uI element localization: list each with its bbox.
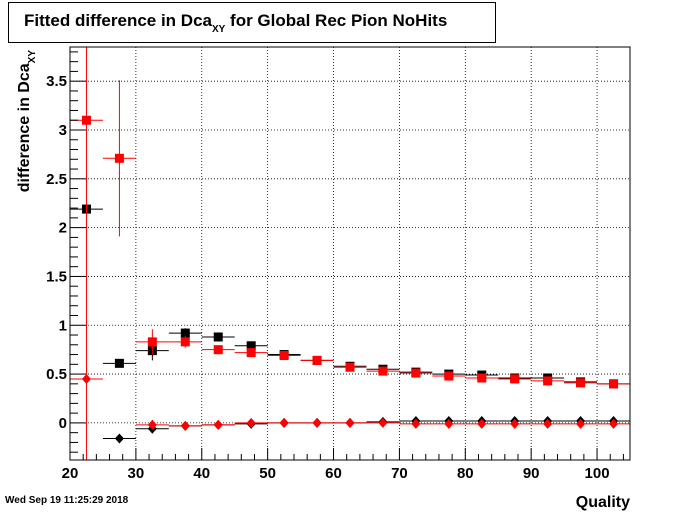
data-point-diamond bbox=[378, 417, 388, 428]
data-point-square bbox=[246, 348, 256, 358]
data-point-square bbox=[576, 378, 586, 388]
data-point-square bbox=[180, 337, 190, 347]
series-2 bbox=[102, 415, 630, 444]
x-axis-label: Quality bbox=[576, 494, 630, 511]
y-axis-label-subscript: XY bbox=[27, 50, 38, 64]
grid bbox=[70, 47, 630, 460]
y-tick-label: 2 bbox=[59, 220, 67, 237]
chart-title: Fitted difference in DcaXY for Global Re… bbox=[24, 11, 447, 35]
data-point-diamond bbox=[312, 417, 322, 428]
x-tick-label: 30 bbox=[128, 465, 145, 482]
data-point-diamond bbox=[246, 417, 256, 428]
timestamp: Wed Sep 19 11:25:29 2018 bbox=[5, 495, 129, 506]
data-point-diamond bbox=[609, 418, 619, 429]
title-subscript: XY bbox=[211, 24, 226, 35]
data-point-square bbox=[411, 368, 421, 378]
data-point-square bbox=[543, 376, 553, 386]
y-tick-label: 1 bbox=[59, 317, 67, 334]
data-point-diamond bbox=[477, 418, 487, 429]
data-point-square bbox=[213, 345, 223, 355]
data-point-square bbox=[312, 355, 322, 365]
data-point-square bbox=[378, 366, 388, 376]
data-point-diamond bbox=[444, 418, 454, 429]
series-1 bbox=[70, 47, 630, 460]
data-point-diamond bbox=[543, 418, 553, 429]
y-tick-label: 2.5 bbox=[46, 171, 67, 188]
y-tick-label: 3.5 bbox=[46, 73, 67, 90]
plot-frame bbox=[69, 46, 631, 461]
axis-labels: 20 30 40 50 60 70 80 90 100 0 0.5 1 1.5 2 2.5 3 3.5 Quali… bbox=[16, 50, 630, 511]
y-tick-label: 0 bbox=[59, 415, 67, 432]
x-tick-label: 70 bbox=[391, 465, 408, 482]
title-suffix: for Global Rec Pion NoHits bbox=[225, 11, 448, 30]
series-0 bbox=[70, 204, 630, 389]
data-point-diamond bbox=[114, 433, 124, 444]
y-axis-label-main: difference in Dca bbox=[16, 63, 33, 192]
data-point-square bbox=[180, 328, 190, 338]
x-tick-label: 100 bbox=[585, 465, 610, 482]
data-point-diamond bbox=[510, 418, 520, 429]
data-point-diamond bbox=[81, 373, 91, 384]
x-tick-label: 60 bbox=[325, 465, 342, 482]
axis-ticks bbox=[69, 51, 624, 460]
x-tick-label: 50 bbox=[259, 465, 276, 482]
data-point-square bbox=[444, 371, 454, 381]
data-point-square bbox=[114, 153, 124, 163]
x-tick-label: 40 bbox=[193, 465, 210, 482]
data-marks bbox=[70, 47, 630, 460]
data-point-square bbox=[279, 351, 289, 361]
title-box: Fitted difference in DcaXY for Global Re… bbox=[8, 2, 496, 43]
series-3 bbox=[70, 373, 630, 431]
data-point-diamond bbox=[147, 419, 157, 430]
data-point-diamond bbox=[576, 418, 586, 429]
x-tick-label: 20 bbox=[62, 465, 79, 482]
data-point-square bbox=[81, 115, 91, 125]
title-main: Fitted difference in Dca bbox=[24, 11, 212, 30]
data-point-square bbox=[213, 332, 223, 342]
data-point-square bbox=[147, 337, 157, 347]
data-point-diamond bbox=[213, 419, 223, 430]
data-point-square bbox=[114, 358, 124, 368]
data-point-diamond bbox=[180, 420, 190, 431]
y-tick-label: 3 bbox=[59, 122, 67, 139]
data-point-square bbox=[246, 341, 256, 351]
y-tick-label: 1.5 bbox=[46, 268, 67, 285]
data-point-square bbox=[609, 379, 619, 389]
data-point-square bbox=[477, 373, 487, 383]
data-point-diamond bbox=[411, 418, 421, 429]
data-point-square bbox=[510, 374, 520, 384]
y-axis-label: difference in DcaXY bbox=[16, 50, 38, 193]
x-tick-label: 80 bbox=[457, 465, 474, 482]
data-point-square bbox=[345, 362, 355, 372]
data-point-diamond bbox=[279, 417, 289, 428]
x-tick-label: 90 bbox=[523, 465, 540, 482]
y-tick-label: 0.5 bbox=[46, 366, 67, 383]
data-point-diamond bbox=[345, 417, 355, 428]
